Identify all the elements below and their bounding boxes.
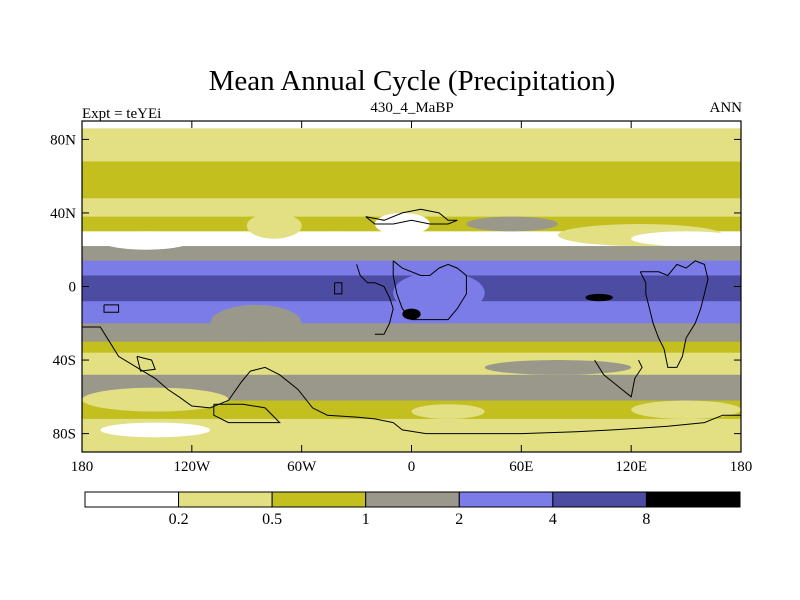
precip-patch-15 xyxy=(411,404,485,419)
colorbar: 0.2 0.5 1 2 4 8 xyxy=(84,491,741,528)
precip-patch-1 xyxy=(246,212,302,239)
coastline-5 xyxy=(594,359,643,398)
y-tick-label-2: 0 xyxy=(69,280,77,296)
colorbar-swatch-5 xyxy=(552,491,647,508)
colorbar-label-0: 0.2 xyxy=(169,511,189,528)
precip-band-13 xyxy=(82,352,741,376)
axis-layer: 180 120W 60W 0 60E 120E 180 80N 40N 0 40S 80S xyxy=(50,121,752,475)
precip-patch-14 xyxy=(100,422,211,438)
precip-patch-2 xyxy=(301,231,366,247)
precip-patch-8 xyxy=(402,308,421,320)
precip-band-1 xyxy=(82,128,741,148)
precip-band-11 xyxy=(82,323,741,343)
x-tick-label-2: 60W xyxy=(287,459,317,475)
x-tick-label-5: 120E xyxy=(615,459,647,475)
subtitle-left: Expt = teYEi xyxy=(82,106,161,122)
coastline-2 xyxy=(392,260,467,321)
colorbar-label-4: 4 xyxy=(549,511,557,528)
precip-band-17 xyxy=(82,433,741,452)
coastline-7 xyxy=(103,304,120,313)
precip-band-8 xyxy=(82,260,741,276)
colorbar-label-5: 8 xyxy=(642,511,650,528)
y-tick-label-0: 80N xyxy=(50,132,76,148)
precip-patch-10 xyxy=(210,304,302,342)
chart-title: Mean Annual Cycle (Precipitation) xyxy=(209,65,616,97)
colorbar-swatch-6 xyxy=(645,491,741,508)
coastline-3 xyxy=(365,208,458,225)
colorbar-swatch-3 xyxy=(365,491,460,508)
colorbar-swatch-4 xyxy=(458,491,554,508)
x-tick-label-1: 120W xyxy=(173,459,211,475)
coastline-4 xyxy=(639,260,709,368)
x-tick-label-0: 180 xyxy=(71,459,94,475)
precip-band-7 xyxy=(82,246,741,262)
coastline-9 xyxy=(213,403,281,424)
colorbar-swatch-0 xyxy=(84,491,180,508)
colorbar-label-1: 0.5 xyxy=(262,511,282,528)
x-tick-label-3: 0 xyxy=(408,459,416,475)
x-tick-label-4: 60E xyxy=(509,459,533,475)
precip-patch-7 xyxy=(393,271,485,315)
precip-patch-11 xyxy=(484,360,632,375)
field-group xyxy=(82,121,741,452)
coastline-0 xyxy=(82,326,741,435)
precip-band-3 xyxy=(82,161,741,199)
map-layer xyxy=(81,120,742,453)
precip-band-4 xyxy=(82,198,741,218)
subtitle-right: ANN xyxy=(710,100,743,116)
precip-patch-6 xyxy=(631,231,741,247)
subtitle-center: 430_4_MaBP xyxy=(370,100,453,116)
colorbar-swatch-2 xyxy=(271,491,367,508)
precip-patch-13 xyxy=(631,400,741,419)
colorbar-label-2: 1 xyxy=(362,511,370,528)
y-tick-label-3: 40S xyxy=(53,353,76,369)
coastline-6 xyxy=(136,355,156,372)
y-tick-label-4: 80S xyxy=(53,427,76,443)
precip-patch-4 xyxy=(466,216,558,232)
coastline-8 xyxy=(334,282,343,295)
precip-patch-0 xyxy=(100,231,192,250)
colorbar-swatch-1 xyxy=(178,491,273,508)
precip-band-2 xyxy=(82,146,741,162)
y-tick-label-1: 40N xyxy=(50,206,76,222)
x-tick-label-6: 180 xyxy=(730,459,753,475)
colorbar-label-3: 2 xyxy=(455,511,463,528)
precip-patch-9 xyxy=(585,293,613,302)
precip-band-12 xyxy=(82,341,741,354)
coastline-1 xyxy=(356,264,394,335)
